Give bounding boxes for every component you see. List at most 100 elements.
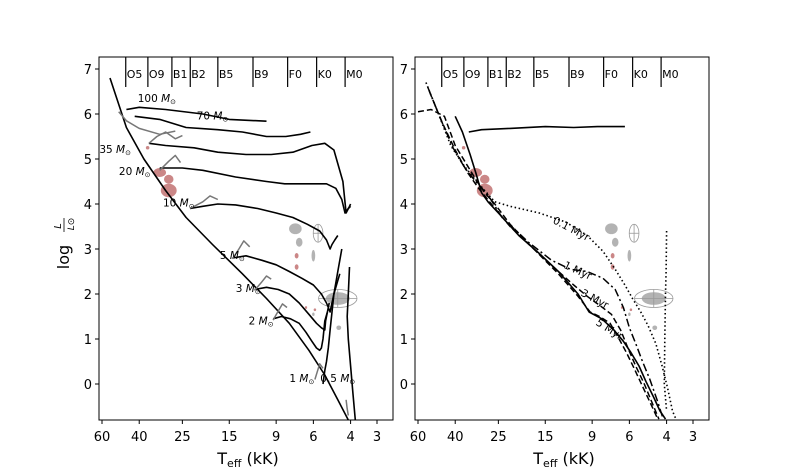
x-tick-label: 9 (588, 430, 596, 445)
series-label: 100 M⊙ (138, 93, 176, 106)
x-tick-label: 25 (490, 430, 507, 445)
spectral-type-label: M0 (346, 68, 363, 81)
series-gray-hooks-10 (189, 195, 219, 210)
series-1-myr (427, 86, 664, 420)
observed-region-red (461, 145, 466, 150)
series-gray-hooks-2 (272, 303, 288, 321)
series-main-solid (454, 115, 667, 420)
x-tick-label: 40 (131, 430, 148, 445)
observed-region-red (294, 264, 299, 270)
series-0.5-m- (346, 266, 357, 420)
observed-region-red (610, 264, 615, 270)
panel-tracks-axes: 0 1 2 3 4 5 6 7 60 40 25 15 9 6 4 3 O5 O9 B1 B2 B5 B9 F0 K0 M0 (84, 57, 381, 445)
spectral-type-label: F0 (289, 68, 302, 81)
panel-isochrones-frame (414, 56, 710, 421)
observed-region-gray (627, 249, 632, 262)
x-tick-label: 4 (346, 430, 354, 445)
y-tick-label: 6 (84, 108, 92, 123)
y-tick-label: 6 (400, 108, 408, 123)
y-tick-label: 7 (84, 63, 92, 78)
series-label: 10 M⊙ (163, 197, 195, 210)
y-tick-label: 0 (400, 378, 408, 393)
spectral-type-label: B2 (507, 68, 522, 81)
observed-region-gray (289, 223, 302, 235)
y-tick-label: 2 (400, 288, 408, 303)
y-tick-label: 4 (84, 198, 92, 213)
y-tick-label: 4 (400, 198, 408, 213)
observed-region-red (145, 145, 150, 150)
x-tick-label: 4 (662, 430, 670, 445)
y-tick-label: 3 (84, 243, 92, 258)
spectral-type-label: K0 (318, 68, 332, 81)
observed-region-gray (295, 237, 303, 247)
spectral-type-label: F0 (605, 68, 618, 81)
y-tick-label: 7 (400, 63, 408, 78)
observed-region-red (304, 306, 308, 309)
series-label: 20 M⊙ (119, 166, 151, 179)
spectral-type-label: O9 (149, 68, 165, 81)
series-3-myr (428, 91, 660, 420)
series-label: 5 M⊙ (220, 250, 245, 263)
series-label: 2 M⊙ (249, 316, 274, 329)
spectral-type-label: O9 (465, 68, 481, 81)
series-0.1myr-branch (663, 230, 668, 412)
y-tick-label: 1 (84, 333, 92, 348)
y-tick-label: 2 (84, 288, 92, 303)
x-tick-label: 3 (373, 430, 381, 445)
x-tick-label: 25 (174, 430, 191, 445)
y-axis-label-num: L (53, 223, 64, 229)
series-0.1myr-top (468, 125, 625, 133)
observed-region-gray (611, 237, 619, 247)
spectral-type-label: B2 (191, 68, 206, 81)
observed-region-red (294, 253, 299, 259)
x-tick-label: 6 (625, 430, 633, 445)
x-tick-label: 15 (537, 430, 554, 445)
series-zams-segment (118, 111, 176, 136)
spectral-type-label: B1 (173, 68, 188, 81)
observed-region-gray (652, 325, 658, 330)
x-tick-label: 15 (221, 430, 238, 445)
x-tick-label: 3 (689, 430, 697, 445)
spectral-type-label: O5 (127, 68, 143, 81)
y-tick-label: 5 (400, 153, 408, 168)
panel-isochrones-axes: 0 1 2 3 4 5 6 7 60 40 25 15 9 6 4 3 O5 O9 B1 B2 B5 B9 F0 K0 M0 (400, 57, 697, 445)
x-axis-label-left: Teff (kK) (216, 449, 278, 470)
series-gray-hooks-5 (231, 240, 251, 260)
panel-tracks-frame (98, 56, 394, 421)
series-100-m- (126, 106, 267, 122)
series-label: 35 M⊙ (99, 144, 131, 157)
observed-region-red (153, 168, 167, 177)
series-2-m- (272, 311, 329, 352)
series-70-m- (134, 115, 311, 138)
series-gray-hooks-1 (314, 363, 324, 380)
series-3-m- (254, 286, 330, 331)
series-gray-hooks-20 (159, 154, 182, 171)
x-tick-label: 60 (94, 430, 111, 445)
series-gray-hooks-3 (253, 275, 272, 291)
y-tick-label: 3 (400, 243, 408, 258)
series-label: 1 M⊙ (289, 373, 314, 386)
series-35-m- (148, 142, 352, 214)
observed-region-red (479, 174, 490, 184)
y-tick-label: 1 (400, 333, 408, 348)
series-20-m- (159, 167, 352, 214)
series-label: 3 M⊙ (236, 283, 261, 296)
y-axis-label: log L L⊙ (53, 218, 77, 269)
y-tick-label: 0 (84, 378, 92, 393)
series-label: 0.5 M⊙ (320, 373, 355, 386)
observed-region-red (629, 308, 633, 312)
x-tick-label: 40 (447, 430, 464, 445)
observed-region-gray (605, 223, 618, 235)
spectral-type-label: K0 (634, 68, 648, 81)
observed-region-gray (628, 312, 631, 317)
spectral-type-label: O5 (443, 68, 459, 81)
panel-tracks: 100 M⊙ 70 M⊙ 35 M⊙ 20 M⊙ 10 M⊙ 5 M⊙ 3 M⊙ 2 M⊙ 1 … (84, 56, 394, 445)
observed-region-red (313, 308, 317, 312)
observed-region-gray (312, 312, 315, 317)
spectral-type-label: B9 (254, 68, 269, 81)
observed-region-red (163, 174, 174, 184)
observed-region-red (610, 253, 615, 259)
series-10-m- (189, 203, 339, 250)
